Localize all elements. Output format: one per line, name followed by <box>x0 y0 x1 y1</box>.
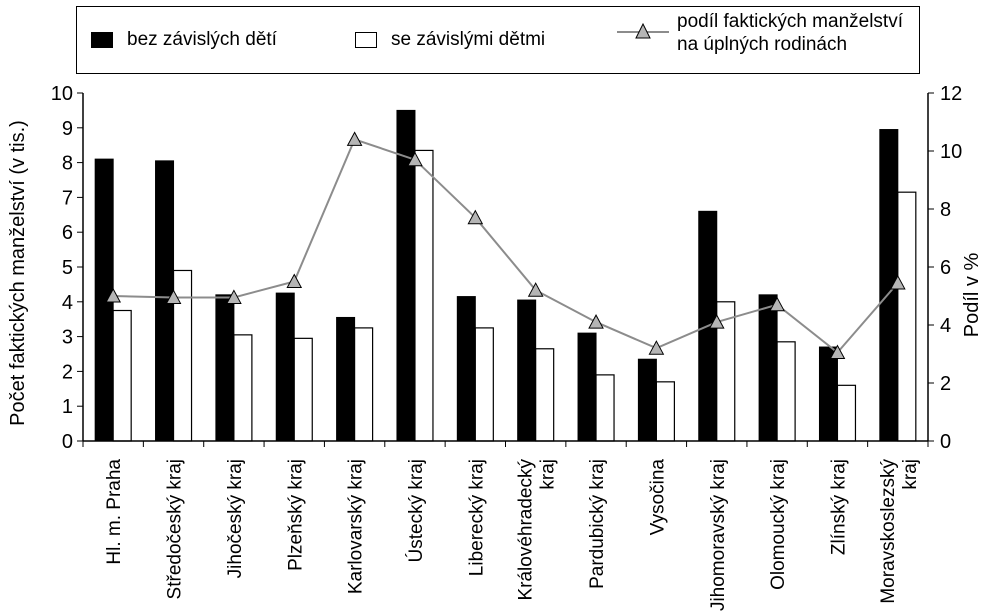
y-right-axis-title: Podíl v % <box>961 253 983 338</box>
y-left-tick-label: 7 <box>62 187 73 209</box>
y-left-tick-label: 3 <box>62 327 73 349</box>
category-label: Moravskoslezský <box>878 459 899 604</box>
bar-se-zavislymi-detmi <box>474 327 494 442</box>
bar-se-zavislymi-detmi <box>414 149 434 442</box>
bar-se-zavislymi-detmi <box>836 384 857 442</box>
bar-bez-zavislych-deti <box>336 316 356 442</box>
category-label: Jihomoravský kraj <box>708 459 729 611</box>
bar-se-zavislymi-detmi <box>293 337 313 442</box>
category-label: Liberecký kraj <box>466 459 487 576</box>
category-label: Hl. m. Praha <box>104 459 125 565</box>
y-left-tick-label: 1 <box>62 396 73 418</box>
bar-bez-zavislych-deti <box>517 299 537 442</box>
y-right-tick-label: 0 <box>940 431 951 453</box>
podil-point <box>346 131 363 146</box>
bar-se-zavislymi-detmi <box>655 381 675 442</box>
bar-se-zavislymi-detmi <box>112 309 132 442</box>
bar-se-zavislymi-detmi <box>595 374 615 442</box>
y-right-tick-label: 8 <box>940 199 951 221</box>
podil-point <box>648 340 665 355</box>
category-label: kraj <box>900 459 921 490</box>
podil-point <box>226 289 242 304</box>
category-label: Zlínský kraj <box>828 459 849 555</box>
bar-se-zavislymi-detmi <box>354 327 374 442</box>
legend-label: se závislými dětmi <box>391 29 546 50</box>
category-label: Středočeský kraj <box>165 459 186 599</box>
y-right-tick-label: 12 <box>940 83 962 105</box>
podil-point <box>829 344 846 360</box>
podil-line <box>113 138 899 354</box>
legend: bez závislých dětí se závislými dětmi po… <box>76 6 920 74</box>
podil-point <box>407 151 423 167</box>
y-right-tick-label: 6 <box>940 257 951 279</box>
podil-point <box>588 314 604 329</box>
podil-point <box>769 296 785 312</box>
category-label: Královéhradecký <box>516 459 537 601</box>
category-label: Plzeňský kraj <box>285 459 306 571</box>
category-label: Ústecký kraj <box>405 459 427 562</box>
y-left-tick-label: 4 <box>62 292 73 314</box>
bar-bez-zavislych-deti <box>215 294 235 442</box>
y-left-tick-label: 6 <box>62 222 73 244</box>
category-label: Pardubický kraj <box>587 459 608 589</box>
y-left-axis-title: Počet faktických manželství (v tis.) <box>7 120 29 426</box>
bar-se-zavislymi-detmi <box>233 334 253 442</box>
legend-label-line-2: na úplných rodinách <box>677 34 848 55</box>
bar-bez-zavislych-deti <box>758 294 778 442</box>
podil-point <box>286 273 303 288</box>
bar-bez-zavislych-deti <box>818 346 838 442</box>
y-right-tick-label: 2 <box>940 373 951 395</box>
podil-point <box>467 209 484 225</box>
podil-point <box>105 287 122 303</box>
bar-bez-zavislych-deti <box>637 358 657 442</box>
legend-line-triangle-icon <box>617 23 669 39</box>
bar-se-zavislymi-detmi <box>897 191 917 442</box>
podil-point <box>165 289 182 304</box>
podil-point <box>527 282 544 297</box>
category-label: kraj <box>538 459 559 490</box>
y-left-tick-label: 9 <box>62 118 73 140</box>
bar-se-zavislymi-detmi <box>776 341 796 442</box>
category-label: Olomoucký kraj <box>768 459 789 590</box>
category-label: Jihočeský kraj <box>225 459 246 578</box>
category-label: Karlovarský kraj <box>346 459 367 594</box>
bar-bez-zavislych-deti <box>577 332 597 442</box>
y-left-tick-label: 2 <box>62 361 73 383</box>
y-left-tick-label: 0 <box>62 431 73 453</box>
podil-point <box>708 314 725 329</box>
y-left-tick-label: 5 <box>62 257 73 279</box>
legend-label: bez závislých dětí <box>127 29 277 50</box>
legend-swatch-hollow <box>355 32 377 48</box>
y-left-tick-label: 8 <box>62 153 73 175</box>
bar-bez-zavislych-deti <box>456 296 476 442</box>
y-right-tick-label: 4 <box>940 315 951 337</box>
podil-point <box>889 274 906 290</box>
bar-bez-zavislych-deti <box>275 292 295 442</box>
y-left-tick-label: 10 <box>51 83 73 105</box>
legend-swatch-filled <box>91 32 113 48</box>
y-right-tick-label: 10 <box>940 141 962 163</box>
bar-se-zavislymi-detmi <box>535 348 555 442</box>
category-label: Vysočina <box>647 459 668 536</box>
legend-label-line-1: podíl faktických manželství <box>677 11 903 32</box>
